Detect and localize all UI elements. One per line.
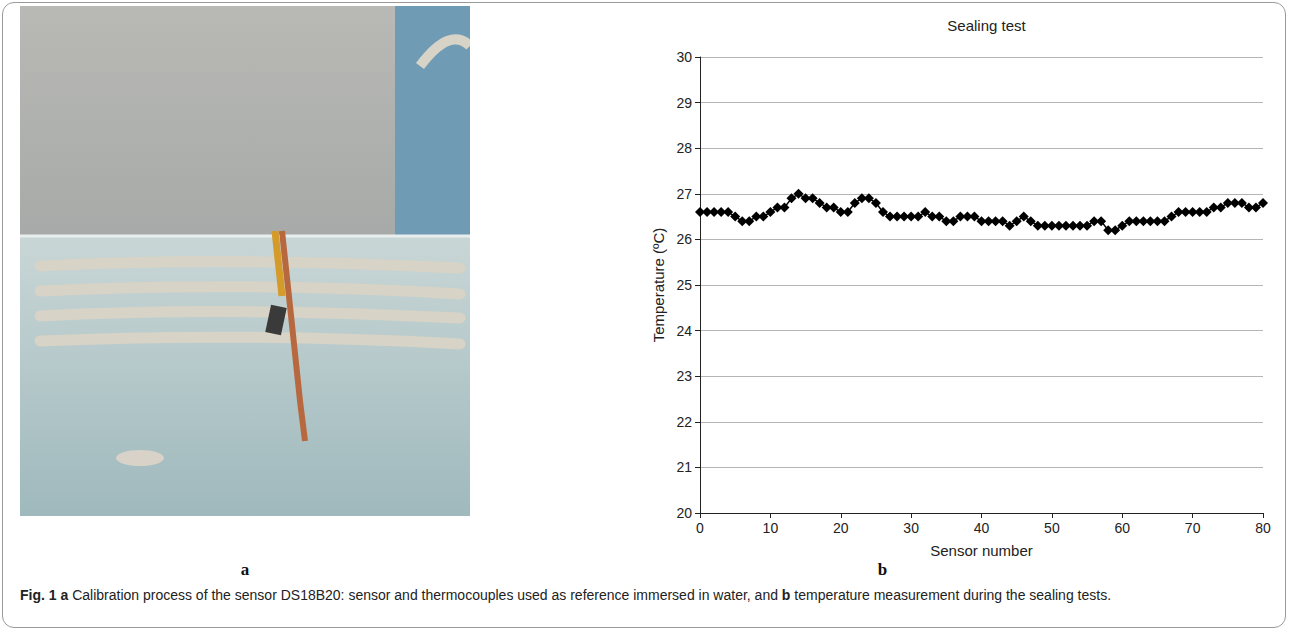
svg-text:23: 23 <box>676 368 692 384</box>
svg-text:Sealing test: Sealing test <box>947 17 1026 34</box>
svg-text:70: 70 <box>1185 520 1201 536</box>
svg-text:80: 80 <box>1255 520 1271 536</box>
svg-text:20: 20 <box>833 520 849 536</box>
svg-text:27: 27 <box>676 186 692 202</box>
html-text:Fig. 1 a Calibration process o: Fig. 1 a Calibration process of the sens… <box>20 587 1111 603</box>
svg-text:25: 25 <box>676 277 692 293</box>
svg-text:50: 50 <box>1044 520 1060 536</box>
html-text:b: b <box>877 560 888 579</box>
svg-text:28: 28 <box>676 140 692 156</box>
svg-text:10: 10 <box>763 520 779 536</box>
svg-text:29: 29 <box>676 95 692 111</box>
svg-text:60: 60 <box>1114 520 1130 536</box>
svg-text:30: 30 <box>903 520 919 536</box>
svg-text:21: 21 <box>676 459 692 475</box>
svg-text:26: 26 <box>676 231 692 247</box>
svg-text:30: 30 <box>676 49 692 65</box>
svg-text:22: 22 <box>676 414 692 430</box>
svg-text:24: 24 <box>676 323 692 339</box>
svg-text:20: 20 <box>676 505 692 521</box>
svg-text:0: 0 <box>696 520 704 536</box>
svg-text:Temperature (ºC): Temperature (ºC) <box>650 228 667 343</box>
svg-text:40: 40 <box>974 520 990 536</box>
svg-text:Sensor number: Sensor number <box>930 542 1033 559</box>
html-text:a: a <box>240 560 250 579</box>
